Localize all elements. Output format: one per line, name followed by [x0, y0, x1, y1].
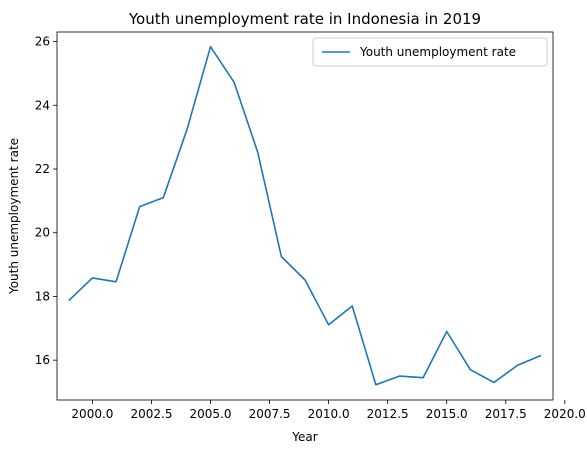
- x-tick-label: 2010.0: [308, 407, 350, 421]
- x-tick-label: 2002.5: [130, 407, 172, 421]
- chart-title: Youth unemployment rate in Indonesia in …: [128, 10, 481, 28]
- plot-frame: [56, 31, 554, 401]
- x-tick-label: 2015.0: [426, 407, 468, 421]
- y-tick-label: 26: [35, 35, 50, 49]
- y-axis-label: Youth unemployment rate: [7, 138, 21, 295]
- y-tick-label: 16: [35, 353, 50, 367]
- x-axis-label: Year: [291, 430, 317, 444]
- legend: Youth unemployment rate: [312, 37, 548, 67]
- x-tick-label: 2007.5: [249, 407, 291, 421]
- legend-entry-label: Youth unemployment rate: [359, 45, 516, 59]
- x-tick-label: 2005.0: [190, 407, 232, 421]
- x-tick-label: 2017.5: [485, 407, 527, 421]
- legend-box: [312, 37, 548, 67]
- x-tick-label: 2012.5: [367, 407, 409, 421]
- y-tick-label: 18: [35, 289, 50, 303]
- series-line: [68, 45, 542, 386]
- y-tick-label: 20: [35, 226, 50, 240]
- x-tick-label: 2000.0: [71, 407, 113, 421]
- y-tick-label: 22: [35, 162, 50, 176]
- x-tick-label: 2020.0: [544, 407, 586, 421]
- y-tick-label: 24: [35, 98, 50, 112]
